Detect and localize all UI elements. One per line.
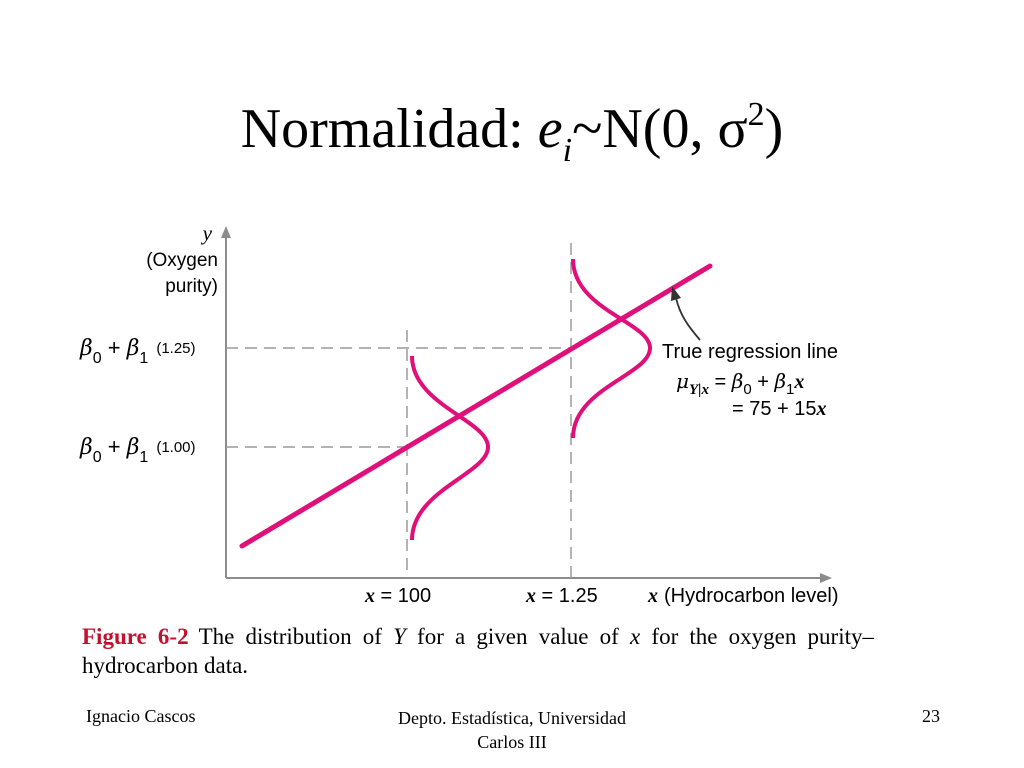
footer-department: Depto. Estadística, Universidad Carlos I…	[0, 706, 1024, 754]
title-subscript: i	[562, 132, 573, 169]
regression-figure: y (Oxygen purity) β0 + β1(1.25) β0 + β1(…	[79, 221, 839, 607]
annotation-arrow	[675, 297, 701, 341]
figure-caption: Figure 6-2 The distribution of Y for a gi…	[82, 622, 874, 680]
title-error-symbol: e	[537, 98, 563, 160]
title-text: Normalidad:	[240, 98, 538, 160]
footer-department-line1: Depto. Estadística, Universidad	[398, 708, 626, 728]
annotation-title: True regression line	[662, 341, 838, 363]
y-axis-label-line1: (Oxygen	[146, 250, 218, 271]
y-axis-label-line2: purity)	[165, 276, 218, 297]
footer-author: Ignacio Cascos	[86, 706, 196, 726]
annotation-equation-1: μY|x = β0 + β1x	[676, 369, 804, 398]
caption-text-b: for a given value of	[405, 624, 631, 649]
x-axis-arrow	[820, 573, 832, 583]
caption-text-c: for the oxygen purity–hydrocarbon data.	[82, 624, 874, 678]
caption-label: Figure 6-2	[82, 624, 189, 649]
normal-curve-x125	[571, 258, 653, 439]
x-tick-label-100: x = 100	[364, 585, 431, 607]
y-tick-label-100: β0 + β1(1.00)	[79, 434, 196, 466]
title-superscript: 2	[747, 96, 765, 133]
y-axis-arrow	[221, 226, 231, 238]
normal-curve-x100	[410, 355, 491, 541]
y-axis-symbol: y	[201, 221, 213, 245]
caption-var-y: Y	[393, 624, 406, 649]
x-tick-label-125: x = 1.25	[525, 585, 598, 607]
title-distribution: ~N(0, σ	[572, 98, 748, 160]
annotation-equation-2: = 75 + 15x	[732, 398, 827, 420]
slide-title: Normalidad: ei~N(0, σ2)	[0, 96, 1024, 170]
footer-department-line2: Carlos III	[477, 732, 547, 752]
title-close-paren: )	[764, 98, 784, 160]
y-tick-label-125: β0 + β1(1.25)	[79, 335, 196, 367]
footer-page-number: 23	[922, 706, 940, 726]
caption-var-x: x	[630, 624, 641, 649]
regression-line	[239, 263, 713, 549]
caption-text-a: The distribution of	[198, 624, 394, 649]
annotation-arrowhead	[671, 286, 681, 301]
x-axis-label: x (Hydrocarbon level)	[647, 585, 839, 607]
